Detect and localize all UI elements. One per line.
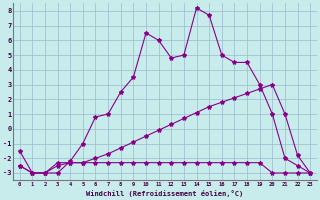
X-axis label: Windchill (Refroidissement éolien,°C): Windchill (Refroidissement éolien,°C) bbox=[86, 190, 244, 197]
